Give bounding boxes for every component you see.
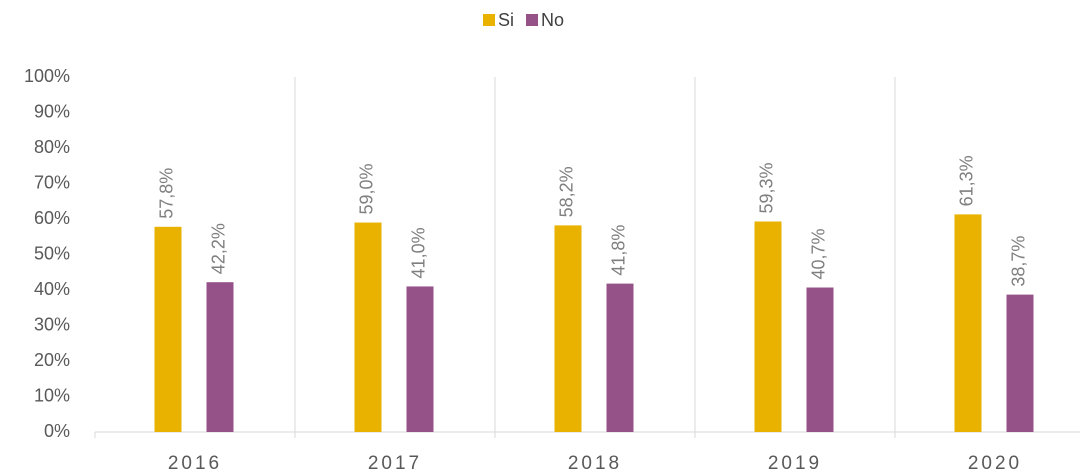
bar (1006, 294, 1034, 432)
legend-swatch (483, 14, 495, 26)
data-label: 59,0% (357, 164, 377, 215)
legend-swatch (526, 14, 539, 26)
y-tick-label: 40% (34, 279, 70, 299)
data-label: 61,3% (957, 155, 977, 206)
y-tick-label: 100% (24, 66, 70, 86)
x-tick-label: 2020 (968, 453, 1022, 474)
data-label: 38,7% (1009, 236, 1029, 287)
bar (154, 226, 182, 432)
bar (754, 221, 782, 432)
bar (554, 225, 582, 432)
y-tick-label: 30% (34, 314, 70, 334)
data-label: 58,2% (557, 166, 577, 217)
data-label: 42,2% (209, 223, 229, 274)
bar (954, 214, 982, 432)
bar (354, 222, 382, 432)
legend-label: No (541, 10, 564, 30)
data-label: 41,0% (409, 227, 429, 278)
y-tick-label: 20% (34, 350, 70, 370)
y-tick-label: 50% (34, 243, 70, 263)
x-tick-label: 2018 (568, 453, 622, 474)
y-tick-label: 80% (34, 137, 70, 157)
bar (606, 283, 634, 432)
data-label: 57,8% (157, 168, 177, 219)
x-tick-label: 2019 (768, 453, 822, 474)
data-label: 41,8% (609, 225, 629, 276)
x-tick-label: 2016 (168, 453, 222, 474)
y-tick-label: 70% (34, 172, 70, 192)
bar (206, 282, 234, 432)
y-tick-label: 60% (34, 208, 70, 228)
y-tick-label: 10% (34, 385, 70, 405)
bar (806, 287, 834, 432)
y-tick-label: 0% (44, 421, 70, 441)
data-label: 40,7% (809, 228, 829, 279)
bar (406, 286, 434, 432)
y-tick-label: 90% (34, 101, 70, 121)
data-label: 59,3% (757, 162, 777, 213)
x-tick-label: 2017 (368, 453, 422, 474)
legend-label: Si (498, 10, 514, 30)
